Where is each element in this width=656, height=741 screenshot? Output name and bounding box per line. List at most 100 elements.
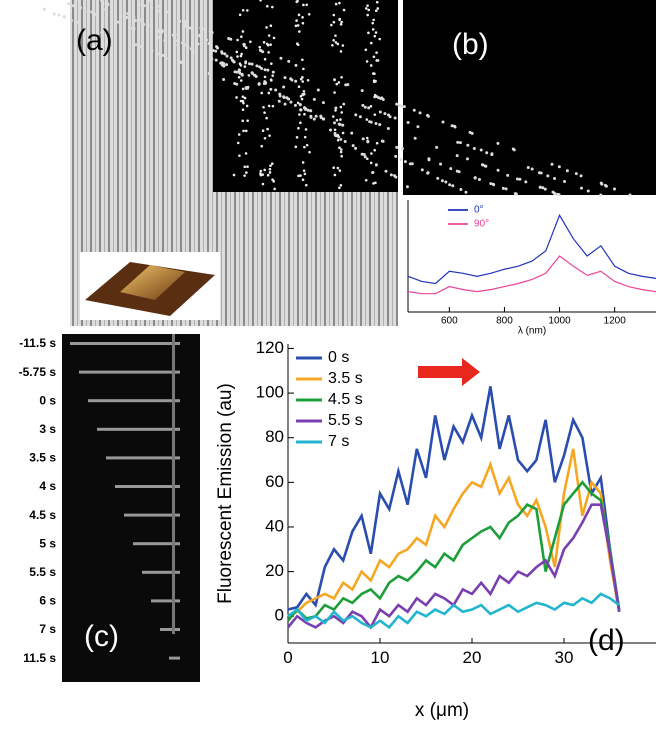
speckle [240, 72, 244, 76]
speckle [358, 115, 362, 119]
speckle [237, 133, 241, 136]
speckle [157, 30, 161, 34]
speckle [599, 181, 603, 185]
speckle [377, 96, 381, 100]
speckle [236, 141, 240, 145]
speckle [223, 52, 227, 56]
speckle [161, 53, 165, 57]
speckle [104, 16, 108, 20]
streak [115, 485, 180, 488]
speckle [440, 179, 444, 183]
speckle [374, 9, 378, 13]
panel-c-image [62, 334, 200, 682]
speckle [199, 26, 203, 30]
speckle [271, 178, 274, 181]
speckle [301, 178, 305, 181]
speckle [239, 54, 243, 58]
speckle [331, 43, 334, 47]
speckle [386, 127, 390, 131]
speckle [295, 136, 299, 139]
speckle [314, 114, 318, 118]
speckle [457, 170, 461, 174]
speckle [157, 52, 161, 56]
x-tick-label: 10 [371, 648, 390, 667]
speckle [341, 44, 345, 47]
speckle [339, 118, 342, 121]
speckle [267, 91, 271, 95]
series-line [287, 386, 621, 611]
speckle [270, 62, 273, 65]
speckle [225, 54, 229, 58]
speckle [245, 171, 248, 174]
speckle [245, 104, 249, 108]
speckle [365, 60, 369, 63]
legend-label: 5.5 s [328, 412, 363, 429]
speckle [138, 18, 142, 22]
speckle [490, 152, 494, 156]
speckle [67, 2, 71, 6]
speckle [336, 42, 340, 46]
speckle [472, 147, 476, 151]
speckle [332, 166, 336, 170]
speckle [298, 113, 301, 116]
speckle [579, 186, 583, 190]
speckle [101, 7, 105, 11]
speckle [241, 119, 245, 123]
speckle [402, 105, 406, 109]
speckle [465, 157, 469, 161]
speckle [261, 182, 265, 186]
speckle [279, 56, 283, 60]
speckle [263, 68, 267, 72]
speckle [258, 48, 262, 52]
speckle [373, 34, 377, 38]
speckle [194, 51, 198, 55]
speckle [132, 27, 136, 31]
speckle [294, 79, 298, 83]
speckle [565, 169, 569, 173]
speckle [301, 58, 304, 62]
speckle [186, 45, 190, 49]
speckle [304, 128, 308, 131]
time-label: 0 s [39, 393, 56, 407]
speckle [265, 4, 269, 8]
speckle [453, 125, 457, 129]
speckle [366, 13, 369, 17]
time-label: 4.5 s [29, 508, 56, 522]
speckle [113, 7, 117, 11]
speckle [303, 106, 307, 110]
speckle [392, 174, 396, 178]
speckle [374, 181, 377, 185]
speckle [208, 29, 212, 33]
speckle [384, 169, 388, 173]
speckle [350, 131, 354, 135]
afm-inset [80, 252, 220, 320]
x-axis-label: x (μm) [415, 700, 469, 721]
direction-arrow [418, 358, 480, 386]
speckle [158, 9, 162, 13]
speckle [237, 75, 241, 79]
speckle [557, 165, 561, 169]
speckle [297, 126, 300, 130]
speckle [378, 123, 382, 127]
speckle [246, 165, 249, 169]
speckle [210, 57, 214, 61]
speckle [267, 51, 270, 54]
speckle [240, 35, 243, 38]
speckle [270, 79, 273, 82]
speckle [579, 174, 583, 178]
time-label: 6 s [39, 594, 56, 608]
speckle [550, 162, 554, 166]
speckle [305, 3, 309, 7]
speckle [477, 178, 481, 182]
speckle [165, 10, 169, 14]
speckle [371, 72, 375, 75]
speckle [373, 113, 377, 116]
streak [106, 456, 180, 460]
series-line [286, 503, 621, 630]
speckle [303, 172, 307, 176]
speckle [86, 9, 90, 13]
speckle [242, 42, 246, 46]
speckle [287, 59, 291, 63]
speckle [303, 112, 306, 116]
speckle [369, 41, 373, 45]
